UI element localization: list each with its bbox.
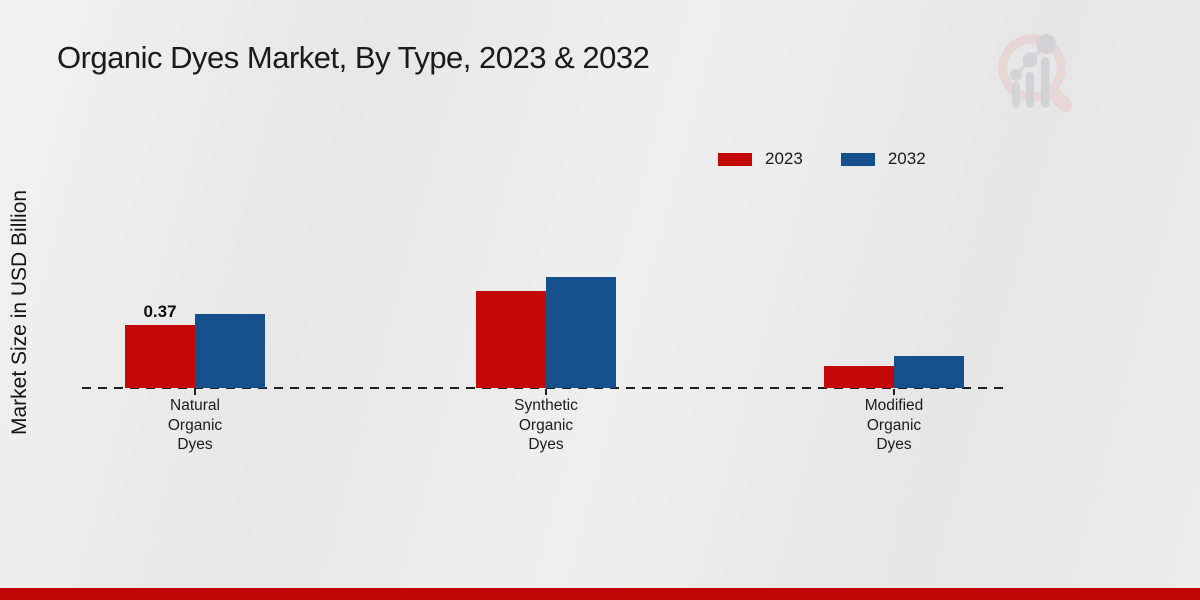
legend-item-2032: 2032 [840,149,926,169]
legend-item-2023: 2023 [718,149,803,169]
axis-tick-natural-organic-dyes [194,389,196,395]
category-label-natural-organic-dyes: Natural Organic Dyes [167,397,223,453]
bar-2023-synthetic-organic-dyes [476,291,546,388]
market-research-future-logo-icon [998,34,1072,112]
legend-label-2023: 2023 [765,149,803,168]
legend-swatch-2023 [718,152,752,166]
chart-title: Organic Dyes Market, By Type, 2023 & 203… [57,40,650,75]
axis-tick-synthetic-organic-dyes [545,389,547,395]
bar-2023-natural-organic-dyes [125,325,195,388]
legend: 2023 2032 [718,149,926,169]
bar-2032-modified-organic-dyes [894,356,964,388]
category-label-modified-organic-dyes: Modified Organic Dyes [864,397,924,453]
bar-2032-natural-organic-dyes [195,314,265,388]
legend-swatch-2032 [840,152,875,166]
value-label-2023-natural-organic-dyes: 0.37 [143,302,177,321]
zero-baseline [82,387,1007,389]
bar-2032-synthetic-organic-dyes [546,277,616,388]
legend-label-2032: 2032 [887,149,926,168]
category-label-synthetic-organic-dyes: Synthetic Organic Dyes [514,397,578,453]
axis-tick-modified-organic-dyes [893,389,895,395]
bar-2023-modified-organic-dyes [824,366,894,388]
footer-accent-bar [0,588,1200,600]
